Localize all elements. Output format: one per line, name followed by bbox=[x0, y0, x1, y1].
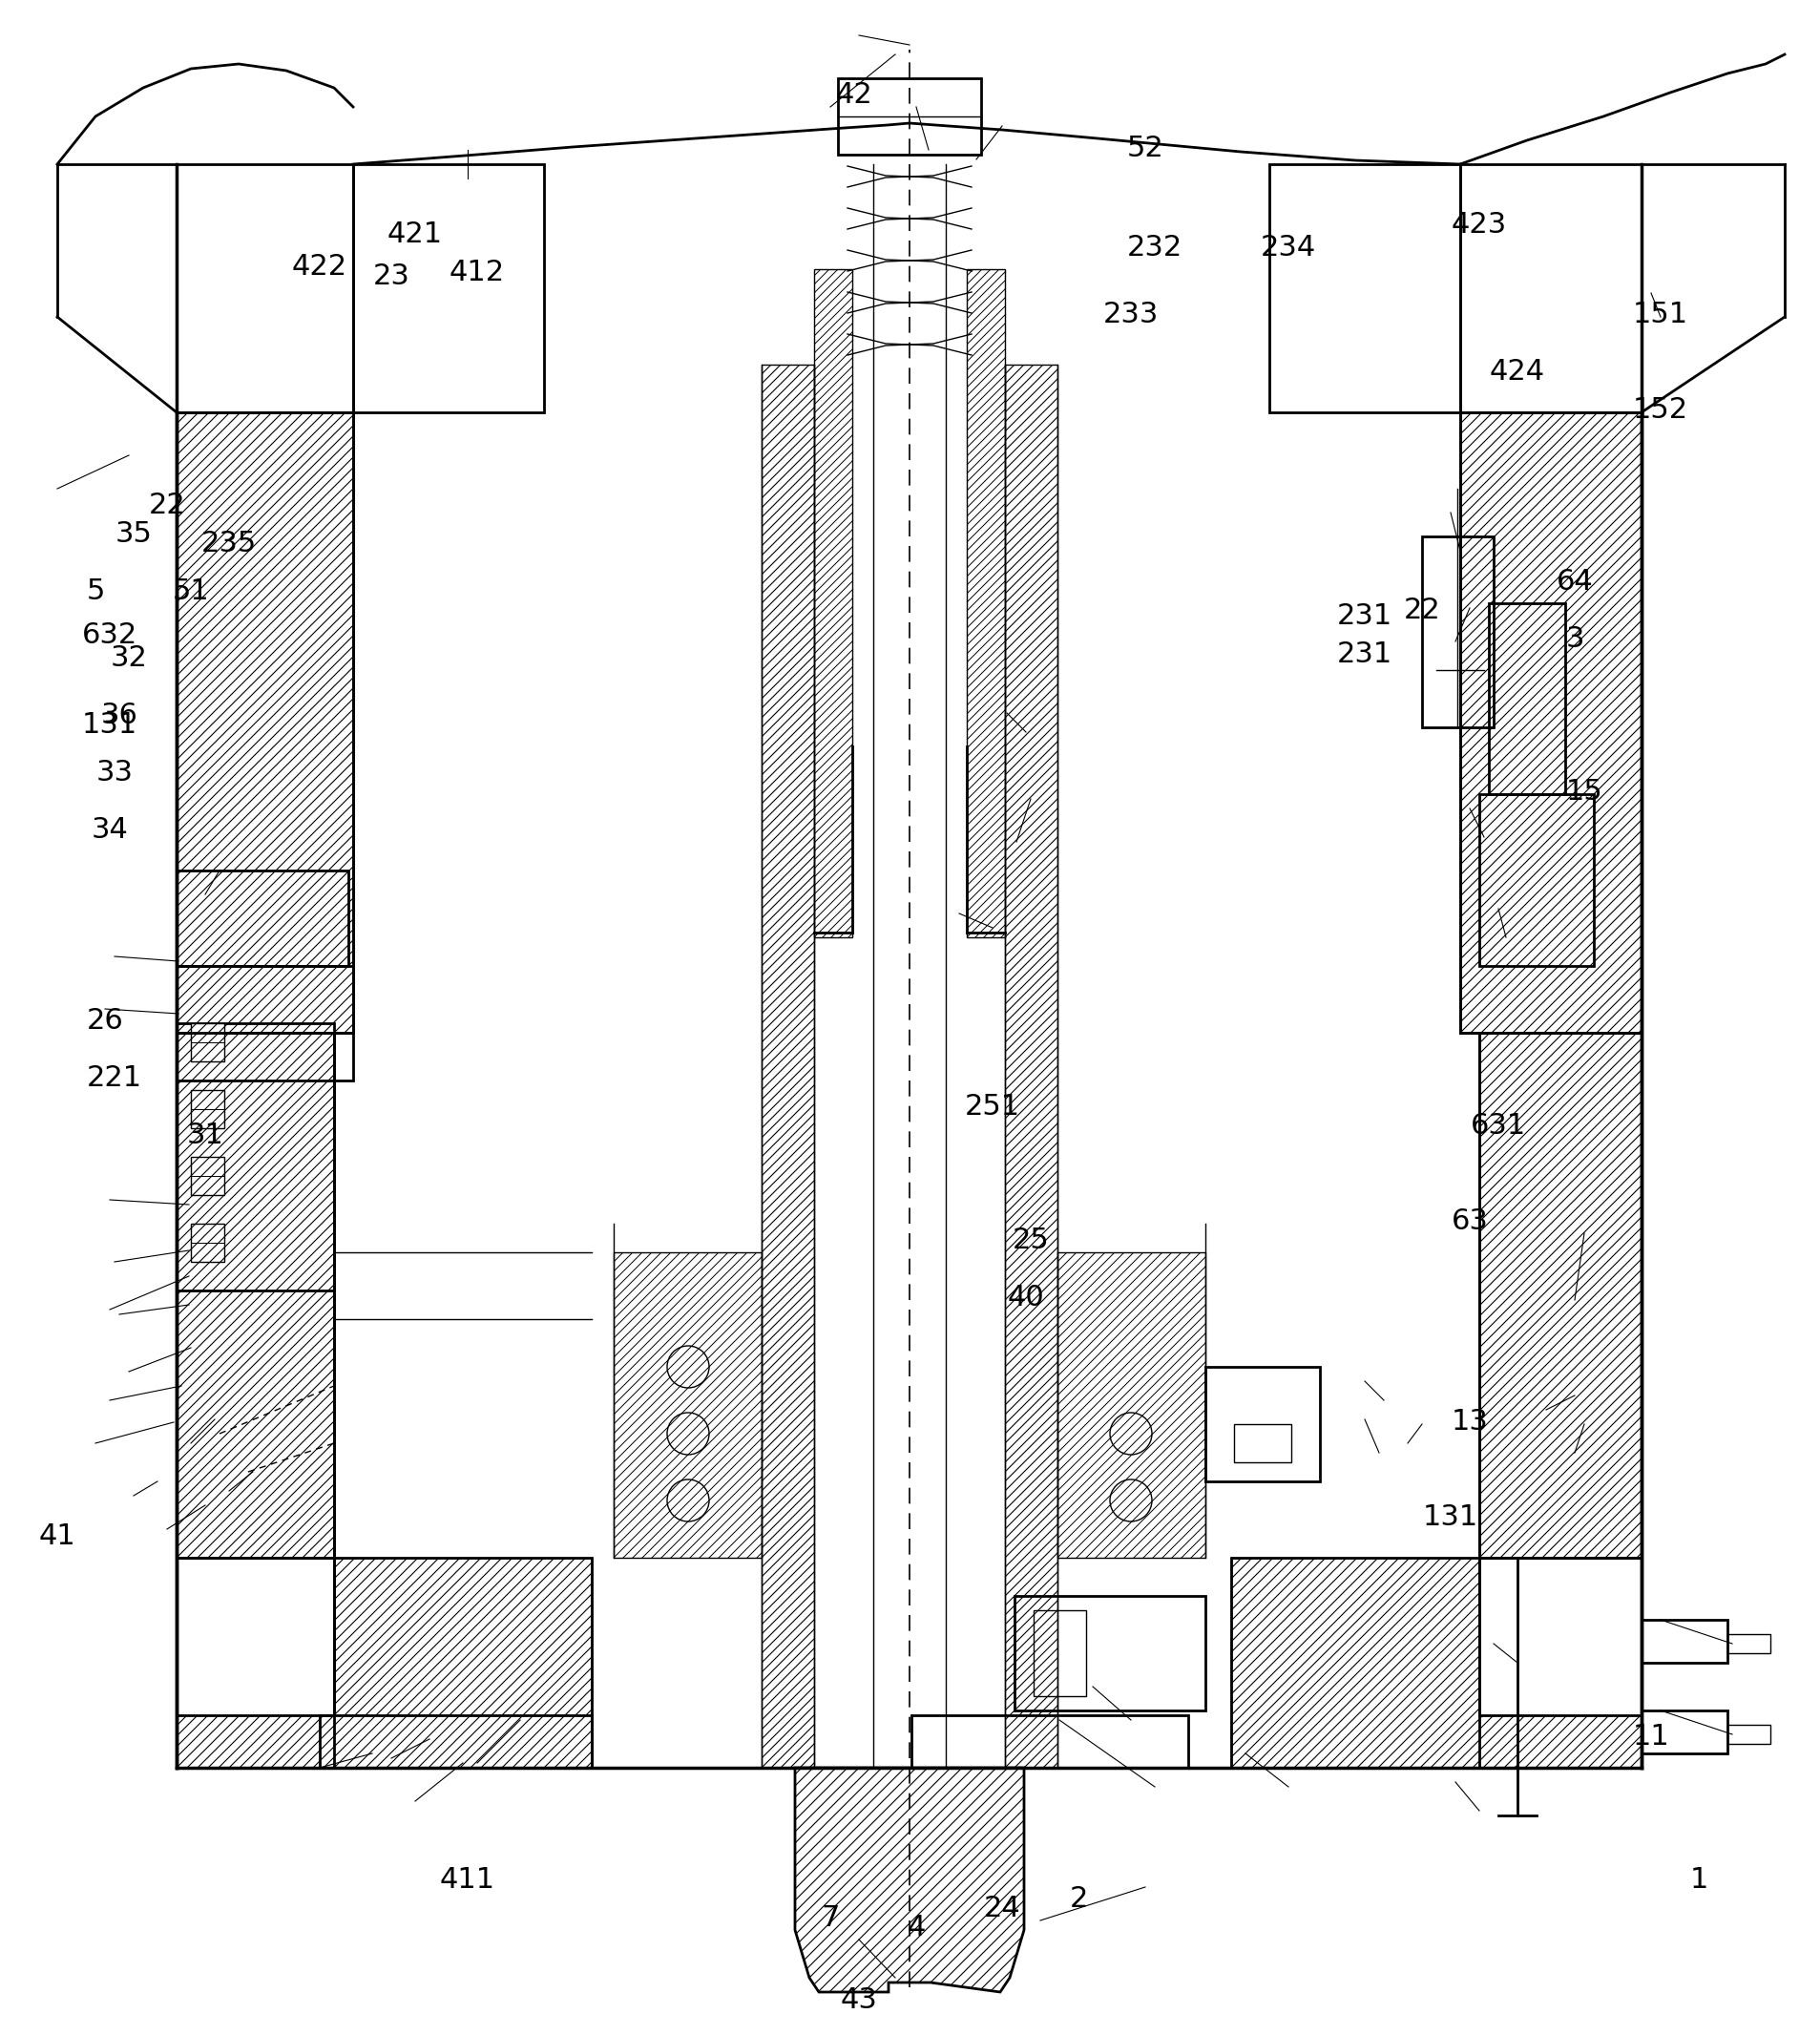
Bar bbox=[320, 1716, 592, 1768]
Bar bbox=[1727, 1634, 1771, 1652]
Text: 25: 25 bbox=[1012, 1227, 1048, 1256]
Bar bbox=[837, 77, 981, 155]
Bar bbox=[1489, 602, 1565, 794]
Text: 234: 234 bbox=[1261, 234, 1316, 263]
Text: 1: 1 bbox=[1689, 1866, 1707, 1895]
Bar bbox=[1642, 1620, 1727, 1663]
Text: 33: 33 bbox=[96, 759, 133, 788]
Bar bbox=[191, 1091, 224, 1127]
Bar bbox=[1480, 794, 1594, 967]
Bar bbox=[191, 1156, 224, 1195]
Text: 251: 251 bbox=[965, 1093, 1021, 1121]
Polygon shape bbox=[814, 269, 852, 938]
Text: 22: 22 bbox=[1403, 596, 1440, 625]
Text: 41: 41 bbox=[38, 1522, 76, 1551]
Text: 32: 32 bbox=[111, 645, 147, 672]
Polygon shape bbox=[177, 1034, 335, 1557]
Polygon shape bbox=[1230, 1557, 1642, 1768]
Text: 421: 421 bbox=[388, 220, 442, 248]
Text: 31: 31 bbox=[187, 1121, 224, 1150]
Text: 42: 42 bbox=[835, 81, 872, 110]
Text: 412: 412 bbox=[450, 258, 504, 285]
Text: 423: 423 bbox=[1452, 210, 1507, 238]
Polygon shape bbox=[1005, 364, 1057, 1768]
Bar bbox=[177, 1024, 335, 1290]
Bar bbox=[1234, 1424, 1290, 1463]
Bar bbox=[1421, 537, 1494, 726]
Text: 51: 51 bbox=[173, 578, 209, 606]
Bar bbox=[177, 967, 353, 1081]
Text: 231: 231 bbox=[1338, 602, 1392, 629]
Text: 131: 131 bbox=[82, 712, 138, 739]
Text: 4: 4 bbox=[906, 1915, 925, 1941]
Text: 231: 231 bbox=[1338, 639, 1392, 667]
Text: 152: 152 bbox=[1633, 397, 1689, 423]
Text: 52: 52 bbox=[1127, 134, 1163, 163]
Bar bbox=[177, 871, 348, 967]
Bar bbox=[353, 165, 544, 413]
Polygon shape bbox=[613, 1252, 761, 1557]
Polygon shape bbox=[1057, 1252, 1205, 1557]
Text: 35: 35 bbox=[115, 521, 153, 547]
Text: 5: 5 bbox=[86, 578, 106, 606]
Text: 15: 15 bbox=[1565, 779, 1603, 806]
Bar bbox=[1269, 165, 1460, 413]
Bar bbox=[191, 1024, 224, 1062]
Polygon shape bbox=[177, 413, 353, 1034]
Bar bbox=[1727, 1726, 1771, 1744]
Text: 23: 23 bbox=[373, 263, 410, 291]
Text: 22: 22 bbox=[149, 492, 186, 519]
Text: 34: 34 bbox=[91, 816, 127, 845]
Polygon shape bbox=[1480, 1034, 1642, 1557]
Bar bbox=[1014, 1595, 1205, 1711]
Text: 233: 233 bbox=[1103, 301, 1159, 330]
Text: 36: 36 bbox=[100, 702, 138, 731]
Text: 131: 131 bbox=[1423, 1504, 1478, 1532]
Text: 235: 235 bbox=[202, 531, 257, 558]
Text: 631: 631 bbox=[1471, 1113, 1527, 1140]
Text: 43: 43 bbox=[841, 1986, 877, 2013]
Bar bbox=[1205, 1368, 1319, 1481]
Text: 411: 411 bbox=[440, 1866, 495, 1895]
Text: 632: 632 bbox=[82, 621, 138, 649]
Text: 24: 24 bbox=[983, 1895, 1021, 1923]
Text: 424: 424 bbox=[1491, 358, 1545, 387]
Polygon shape bbox=[795, 1768, 1025, 1992]
Bar bbox=[1034, 1610, 1087, 1695]
Bar bbox=[912, 1716, 1188, 1768]
Text: 151: 151 bbox=[1633, 301, 1689, 330]
Text: 11: 11 bbox=[1633, 1724, 1669, 1750]
Polygon shape bbox=[966, 269, 1005, 938]
Polygon shape bbox=[177, 1557, 592, 1768]
Bar bbox=[191, 1223, 224, 1262]
Polygon shape bbox=[1460, 413, 1642, 1034]
Text: 40: 40 bbox=[1008, 1284, 1045, 1313]
Text: 2: 2 bbox=[1068, 1886, 1088, 1913]
Text: 422: 422 bbox=[291, 254, 348, 281]
Polygon shape bbox=[761, 364, 814, 1768]
Text: 3: 3 bbox=[1565, 625, 1583, 653]
Text: 7: 7 bbox=[821, 1905, 839, 1933]
Text: 221: 221 bbox=[87, 1064, 142, 1093]
Text: 63: 63 bbox=[1451, 1209, 1489, 1235]
Text: 64: 64 bbox=[1556, 568, 1592, 596]
Text: 13: 13 bbox=[1451, 1408, 1489, 1437]
Bar bbox=[1642, 1711, 1727, 1754]
Text: 232: 232 bbox=[1127, 234, 1183, 263]
Text: 26: 26 bbox=[87, 1007, 124, 1036]
